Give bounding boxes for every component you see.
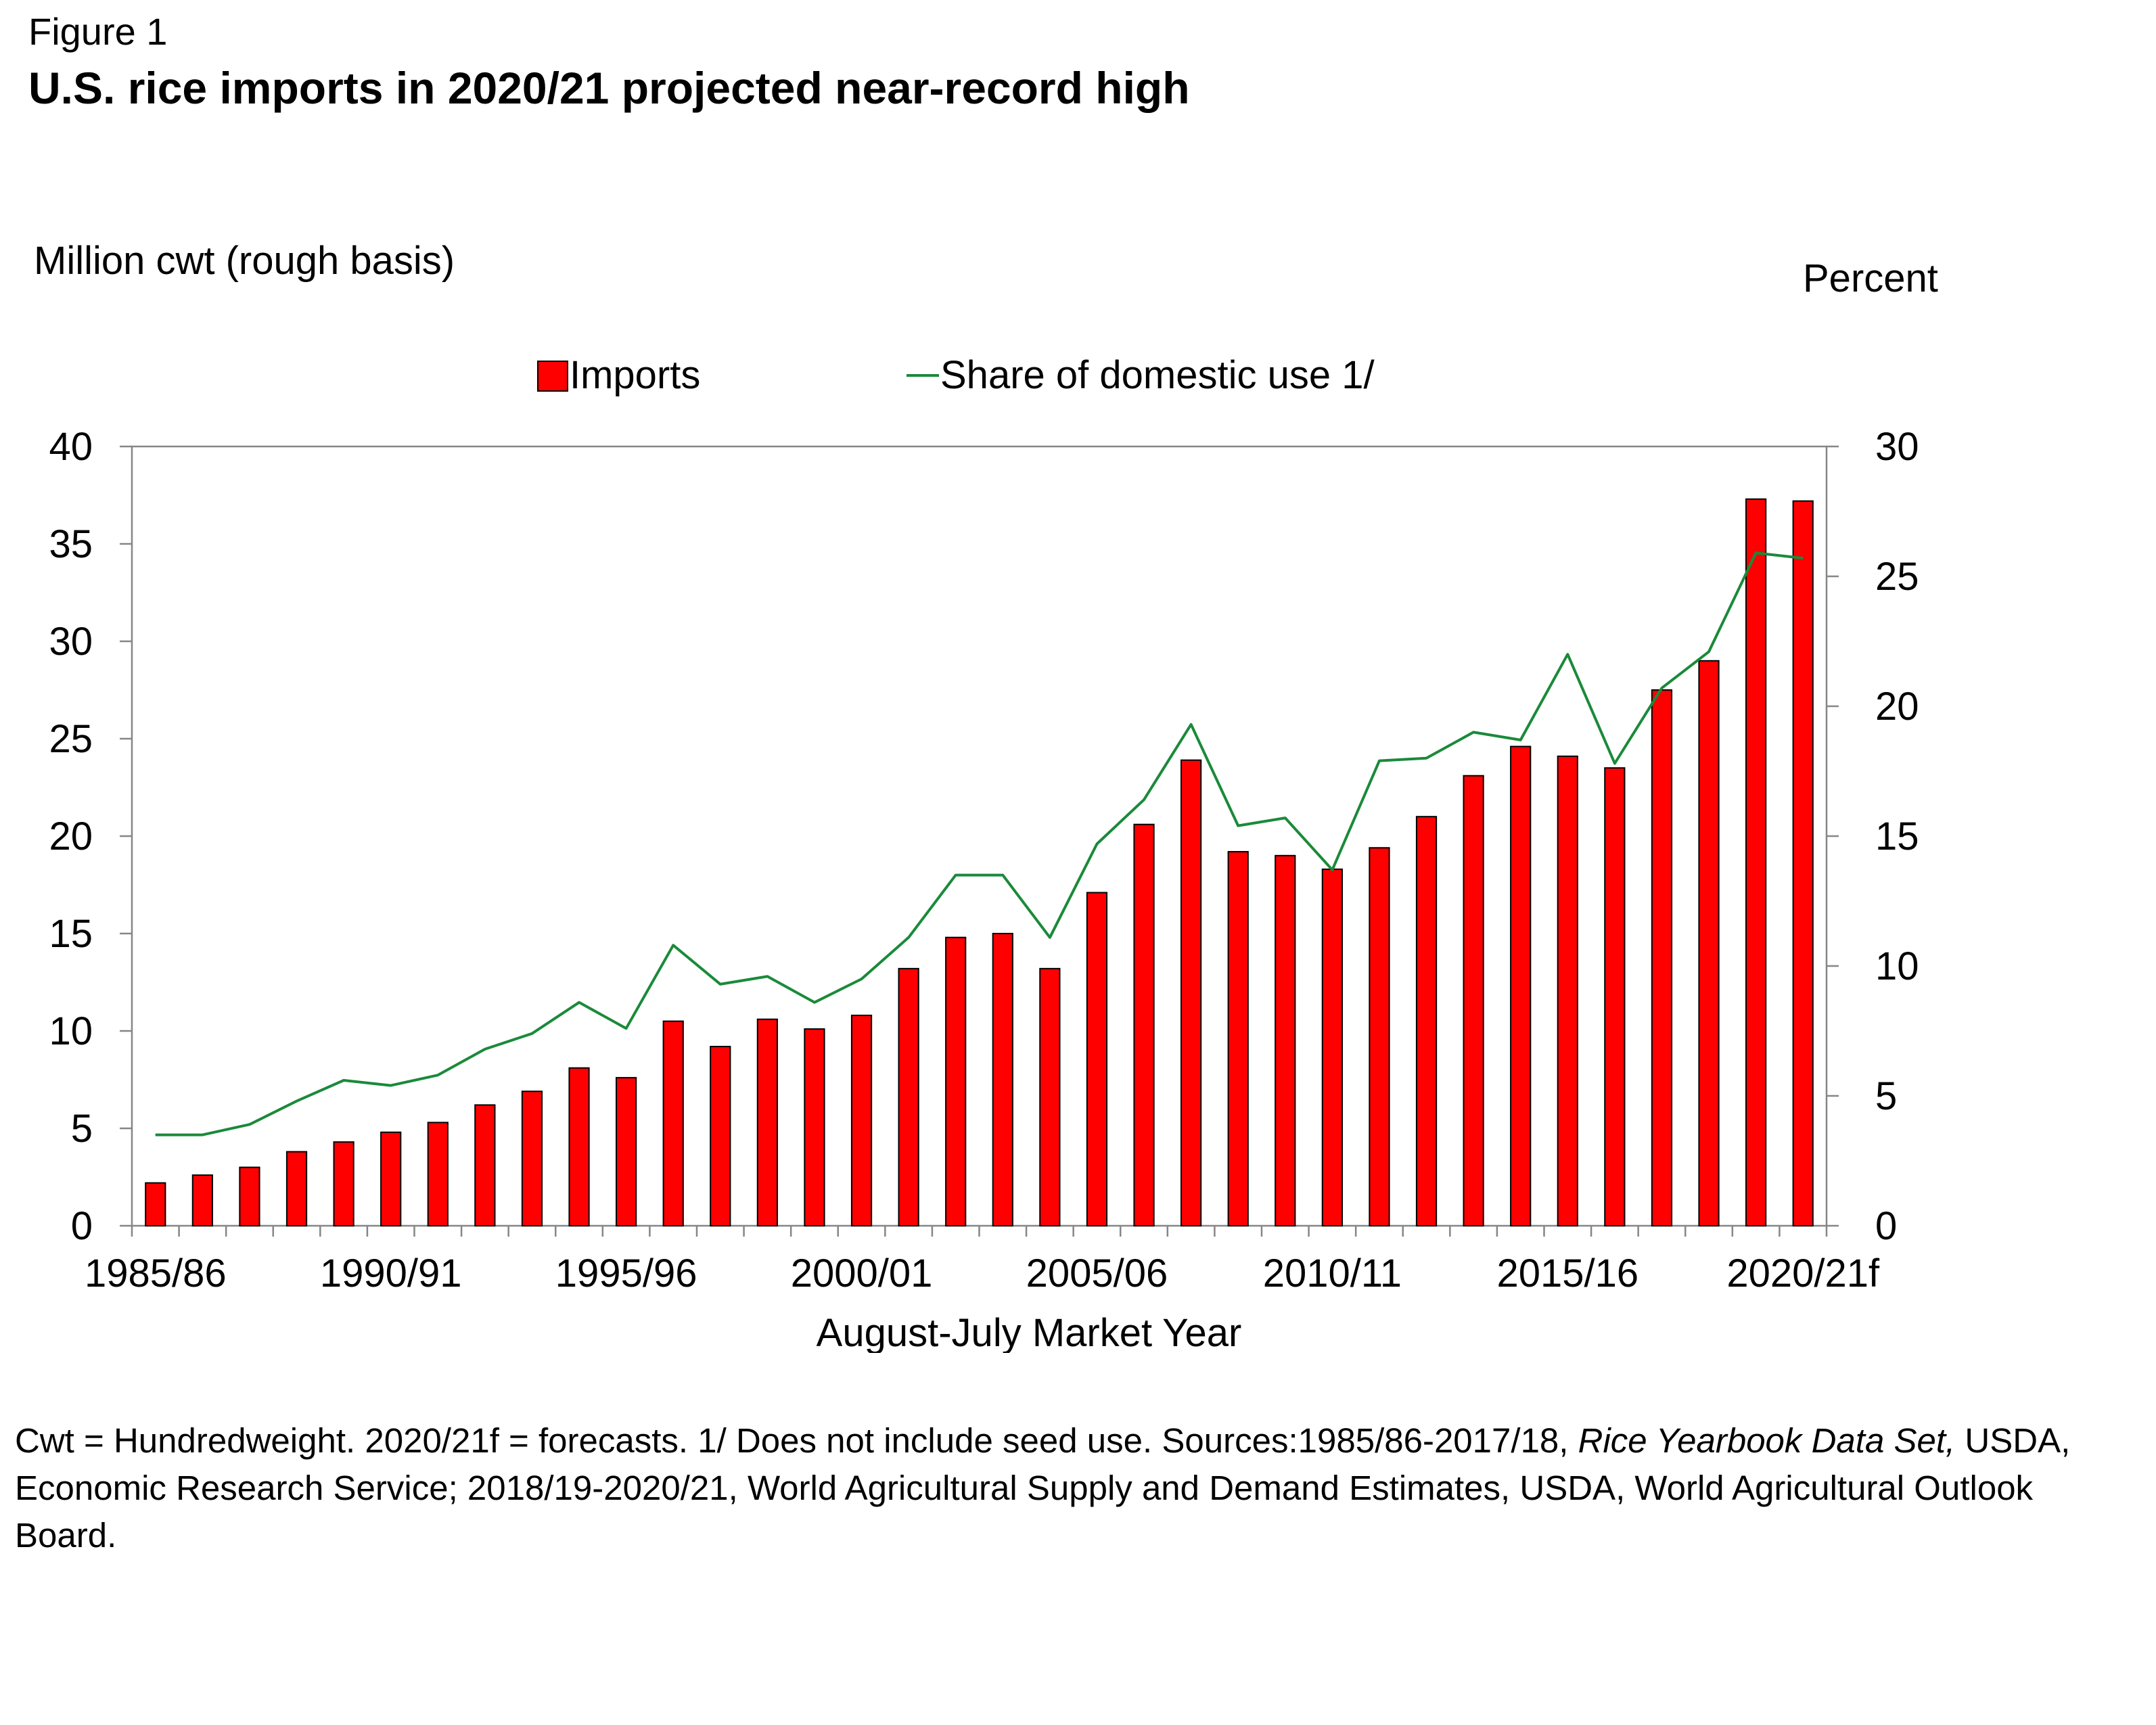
legend-imports-swatch (537, 361, 568, 392)
legend-imports-label: Imports (570, 353, 700, 397)
right-axis-tick-label: 15 (1875, 814, 1919, 858)
bar-imports (850, 1014, 873, 1226)
left-axis-label: Million cwt (rough basis) (34, 239, 455, 283)
footnote-text-1: Cwt = Hundredweight. 2020/21f = forecast… (15, 1421, 1578, 1460)
left-axis-tick-label: 25 (49, 717, 93, 761)
bar-imports (1792, 500, 1814, 1226)
bar-imports (145, 1182, 166, 1227)
x-axis-tick-label: 1985/86 (85, 1251, 227, 1295)
left-axis-tick-label: 30 (49, 620, 93, 664)
x-axis-tick-label: 2020/21f (1726, 1251, 1880, 1295)
bar-imports (239, 1166, 260, 1226)
bar-imports (756, 1018, 778, 1226)
line-point (1520, 739, 1521, 741)
line-series (155, 551, 1804, 1136)
x-axis-tick-label: 2005/06 (1026, 1251, 1168, 1295)
bar-imports (1133, 823, 1155, 1226)
bar-imports (568, 1067, 590, 1226)
bar-imports (804, 1028, 825, 1226)
right-axis-label: Percent (1803, 256, 1938, 300)
footnote-text-2: USDA, Economic Research Service; 2018/19… (15, 1421, 2071, 1555)
bar-imports (1463, 775, 1484, 1226)
x-axis-tick-label: 1995/96 (555, 1251, 697, 1295)
bar-imports (1510, 745, 1532, 1226)
x-axis-label: August-July Market Year (817, 1311, 1242, 1353)
line-point (1567, 653, 1568, 655)
left-axis-tick-label: 15 (49, 912, 93, 956)
line-point (1049, 937, 1051, 938)
legend-share-label: Share of domestic use 1/ (940, 353, 1375, 397)
bar-imports (1415, 816, 1438, 1226)
right-axis-tick-label: 20 (1875, 685, 1919, 729)
bar-imports (1557, 755, 1578, 1227)
bar-imports (945, 936, 967, 1226)
right-axis-tick-label: 25 (1875, 555, 1919, 599)
bar-imports (191, 1174, 213, 1226)
bar-imports (992, 933, 1013, 1226)
bar-imports (427, 1122, 449, 1226)
left-axis-tick-label: 10 (49, 1009, 93, 1053)
bar-imports (616, 1077, 637, 1226)
bar-imports (1369, 847, 1390, 1226)
line-point (249, 1124, 250, 1125)
line-point (1331, 869, 1333, 871)
line-point (1614, 762, 1615, 764)
left-axis-tick-label: 5 (71, 1107, 93, 1151)
line-point (1661, 687, 1662, 689)
bar-series (145, 498, 1814, 1227)
bar-imports (1275, 854, 1296, 1227)
left-axis-tick-label: 40 (49, 425, 93, 469)
bar-imports (1651, 689, 1673, 1226)
bar-imports (1321, 868, 1343, 1226)
line-point (578, 1002, 580, 1003)
x-axis-tick-label: 2015/16 (1496, 1251, 1638, 1295)
figure-label: Figure 1 (28, 10, 168, 53)
bar-imports (333, 1141, 354, 1227)
bar-imports (898, 967, 919, 1226)
line-point (861, 978, 863, 980)
left-axis-tick-label: 20 (49, 814, 93, 858)
right-axis-tick-label: 10 (1875, 944, 1919, 988)
x-axis-tick-label: 2000/01 (791, 1251, 933, 1295)
line-point (672, 944, 674, 946)
bar-imports (1698, 660, 1720, 1226)
bar-imports (1180, 759, 1202, 1227)
line-point (1708, 651, 1710, 652)
legend: Imports Share of domestic use 1/ (537, 353, 1375, 397)
bar-imports (710, 1046, 731, 1227)
line-point (155, 1134, 156, 1136)
bar-imports (380, 1131, 402, 1227)
line-share-of-domestic-use (155, 551, 1804, 1136)
line-point (766, 975, 768, 977)
chart-area: Imports Share of domestic use 1/ 0 5 10 15 2… (49, 353, 1919, 1353)
right-axis-tick-label: 0 (1875, 1204, 1897, 1248)
line-point (390, 1085, 392, 1086)
footnote: Cwt = Hundredweight. 2020/21f = forecast… (15, 1417, 2139, 1559)
bar-imports (474, 1104, 496, 1226)
right-axis-tick-label: 5 (1875, 1074, 1897, 1118)
bar-imports (1086, 892, 1108, 1227)
line-point (1473, 731, 1474, 733)
x-axis-tick-label: 1990/91 (320, 1251, 462, 1295)
bar-imports (285, 1151, 308, 1227)
line-point (1802, 557, 1804, 559)
line-point (1237, 825, 1239, 827)
x-axis-tick-label: 2010/11 (1263, 1251, 1402, 1295)
line-point (814, 1002, 815, 1003)
left-axis-tick-label: 0 (71, 1204, 93, 1248)
bar-imports (1604, 767, 1626, 1226)
footnote-italic-source: Rice Yearbook Data Set, (1578, 1421, 1956, 1460)
chart-title: U.S. rice imports in 2020/21 projected n… (28, 63, 1190, 113)
bar-imports (1039, 967, 1061, 1226)
right-axis-tick-label: 30 (1875, 425, 1919, 469)
bar-imports (662, 1020, 684, 1226)
bar-imports (1745, 498, 1767, 1226)
line-point (202, 1134, 203, 1136)
bar-imports (1227, 851, 1249, 1227)
left-axis-tick-label: 35 (49, 522, 93, 566)
axes: 0 5 10 15 20 25 30 35 40 0 5 10 15 20 25 30 1985/86 1990/… (49, 425, 1919, 1295)
bar-imports (521, 1090, 543, 1227)
